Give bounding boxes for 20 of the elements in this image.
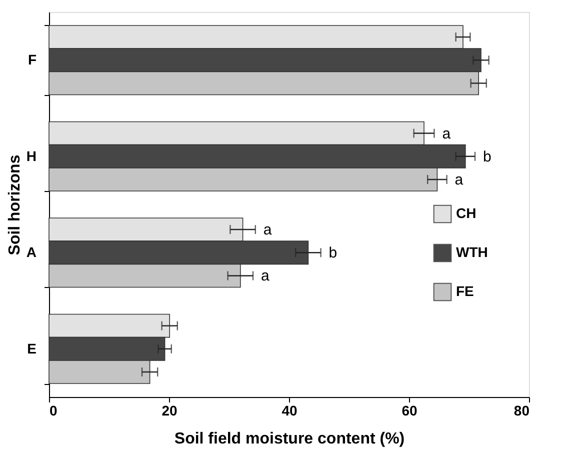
legend-label: CH [456, 205, 476, 221]
x-tick-label: 0 [50, 402, 58, 418]
x-tick-label: 60 [402, 402, 418, 418]
data-label: b [328, 244, 338, 262]
data-label: a [442, 125, 452, 142]
y-axis-title: Soil horizons [6, 154, 24, 256]
x-tick-label: 20 [162, 402, 178, 418]
data-label: a [454, 171, 464, 188]
y-tick-label: E [27, 340, 36, 356]
x-tick-label: 80 [514, 402, 530, 418]
legend-label: FE [456, 283, 474, 299]
y-tick-label: F [28, 52, 37, 68]
x-axis-title: Soil field moisture content (%) [174, 430, 405, 448]
data-label: b [483, 148, 492, 166]
data-label: a [263, 222, 272, 239]
y-tick-label: A [26, 244, 36, 260]
y-tick-label: H [26, 148, 36, 164]
legend-label: WTH [456, 244, 488, 260]
data-label: a [261, 268, 270, 285]
x-tick-label: 40 [282, 402, 298, 418]
